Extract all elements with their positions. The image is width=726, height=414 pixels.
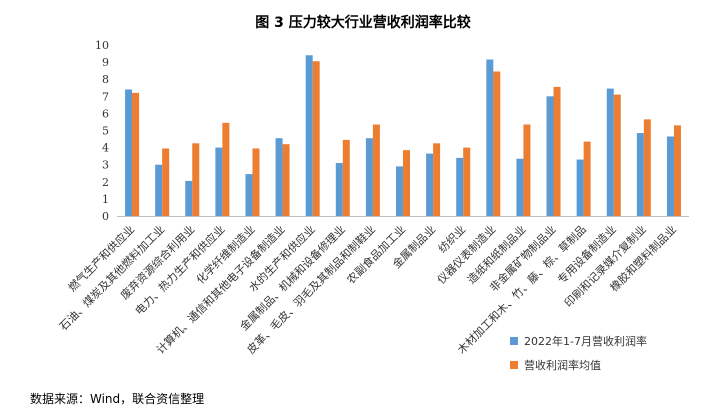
bar-2022 [606,88,614,216]
bar-2022 [365,138,373,216]
bar-2022 [125,89,133,216]
bar-2022 [426,153,434,216]
bar-2022 [335,162,343,216]
bar-average [553,86,561,217]
bar-average [282,144,290,216]
y-tick-label: 9 [102,56,109,69]
source-note: 数据来源：Wind，联合资信整理 [30,392,205,406]
legend-label: 营收利润率均值 [524,358,601,372]
y-tick-label: 10 [95,39,109,52]
y-tick-label: 7 [102,90,109,103]
legend-swatch-2022 [510,337,518,345]
bar-average [583,141,591,216]
bar-average [493,71,501,216]
bar-average [192,143,200,216]
bar-2022 [666,136,674,216]
bar-average [252,148,260,216]
bar-average [132,92,140,216]
bar-2022 [576,159,584,216]
bars [125,55,681,217]
bar-average [463,147,471,216]
bar-average [403,150,410,216]
y-tick-label: 3 [102,159,109,172]
y-tick-label: 0 [102,210,109,223]
y-tick-label: 2 [102,176,109,189]
bar-2022 [185,180,193,216]
bar-average [222,122,230,216]
category-labels: 燃气生产和供应业石油、煤炭及其他燃料加工业废弃资源综合利用业电力、热力生产和供应… [56,222,679,356]
bar-2022 [396,166,403,216]
bar-average [643,119,651,216]
bar-average [613,94,621,216]
bar-2022 [275,138,283,216]
bar-average [342,139,350,216]
bar-2022 [305,55,313,217]
legend-swatch-average [510,361,518,369]
bar-average [162,148,170,216]
y-tick-label: 4 [102,142,109,155]
bar-2022 [546,96,554,216]
y-tick-label: 5 [102,125,109,138]
bar-average [523,124,531,216]
bar-average [433,143,441,216]
bar-2022 [486,59,494,216]
y-tick-label: 8 [102,73,109,86]
bar-average [372,124,380,216]
y-axis: 0 1 2 3 4 5 6 7 8 9 10 [95,39,109,223]
bar-2022 [516,158,524,216]
bar-2022 [456,157,464,216]
bar-average [673,125,681,216]
bar-2022 [636,133,644,216]
bar-2022 [155,164,163,216]
bar-2022 [245,174,253,216]
bar-average [312,61,320,217]
chart-title: 图 3 压力较大行业营收利润率比较 [255,14,471,31]
legend-label: 2022年1-7月营收利润率 [524,334,647,348]
bar-2022 [215,147,223,216]
y-tick-label: 1 [102,193,109,206]
y-tick-label: 6 [102,107,109,120]
